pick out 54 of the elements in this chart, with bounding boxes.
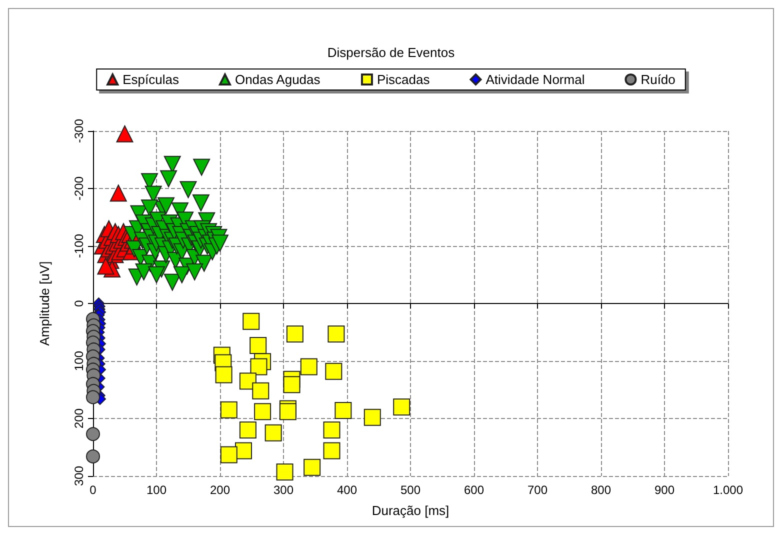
point — [86, 427, 100, 442]
point — [116, 125, 134, 142]
x-tick-label: 500 — [400, 483, 421, 497]
y-axis-title: Amplitude [uV] — [37, 261, 52, 346]
point — [364, 408, 381, 426]
x-tick-label: 0 — [90, 483, 97, 497]
point — [304, 458, 321, 476]
point — [250, 358, 268, 376]
point — [110, 184, 127, 202]
x-tick-label: 800 — [590, 483, 612, 497]
point — [220, 446, 238, 464]
point — [325, 362, 342, 380]
point — [323, 442, 340, 460]
point — [279, 403, 296, 420]
point — [86, 390, 100, 404]
legend-label: Atividade Normal — [486, 72, 585, 87]
point — [323, 422, 340, 438]
y-tick-label: -200 — [72, 176, 86, 201]
x-tick-label: 300 — [273, 483, 294, 497]
y-tick-label: -300 — [72, 118, 86, 144]
point — [215, 366, 232, 384]
legend-label: Ruído — [640, 72, 676, 87]
legend-label: Ondas Agudas — [234, 72, 321, 87]
point — [300, 358, 318, 376]
x-tick-label: 1.000 — [712, 483, 744, 497]
x-axis-title: Duração [ms] — [372, 503, 450, 518]
legend-label: Piscadas — [376, 72, 430, 87]
y-tick-label: 100 — [72, 350, 86, 372]
point — [393, 398, 410, 416]
point — [276, 463, 294, 480]
x-tick-label: 100 — [146, 483, 167, 497]
x-tick-label: 600 — [464, 483, 484, 497]
y-tick-label: 200 — [72, 408, 86, 429]
point — [220, 401, 238, 418]
x-tick-label: 200 — [210, 483, 230, 497]
point — [239, 422, 256, 438]
point — [264, 424, 282, 442]
point — [283, 376, 300, 394]
point — [86, 449, 100, 464]
y-tick-label: -100 — [72, 234, 86, 258]
point — [97, 258, 114, 275]
chart-title: Dispersão de Eventos — [327, 45, 456, 60]
x-tick-label: 400 — [336, 483, 358, 497]
y-tick-label: 0 — [72, 300, 86, 307]
point — [334, 402, 352, 419]
point — [252, 382, 270, 400]
point — [254, 403, 272, 420]
point — [250, 336, 267, 354]
point — [328, 325, 345, 342]
x-tick-label: 700 — [527, 483, 548, 497]
x-tick-label: 900 — [654, 483, 675, 497]
point — [242, 312, 260, 330]
legend-label: Espículas — [122, 72, 180, 87]
point — [286, 325, 304, 342]
